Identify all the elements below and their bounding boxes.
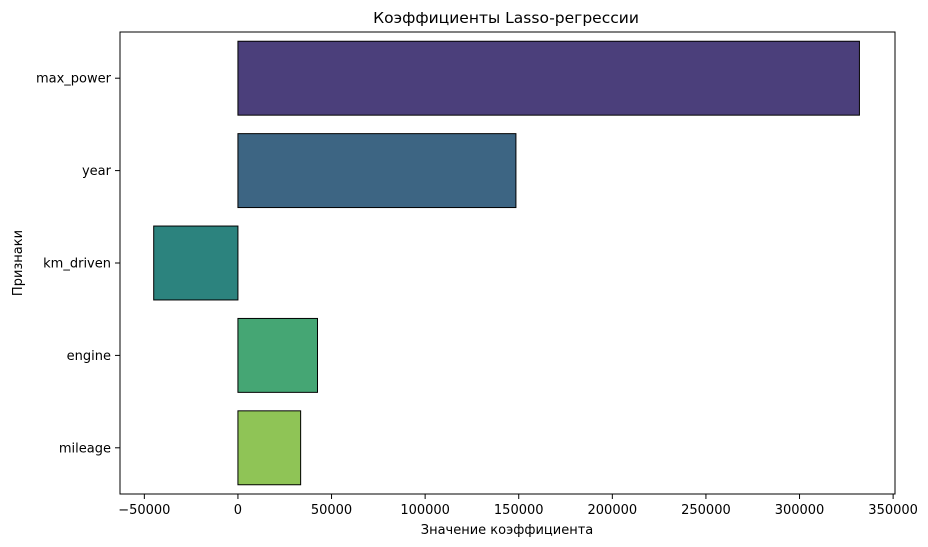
x-tick-label: 300000 [775,503,825,518]
x-axis: −50000 0 50000 100000 150000 200000 250000 3000… [118,494,918,518]
y-tick-label: engine [67,349,111,364]
y-tick-label: km_driven [43,257,111,272]
y-axis-label: Признаки [11,230,26,296]
bar-max-power [237,40,860,116]
bar-year [237,133,517,209]
bar-engine [237,317,318,393]
bar-km-driven [153,225,239,301]
bars-group [153,40,860,486]
y-tick-label: year [82,164,112,179]
x-tick-label: 200000 [588,503,638,518]
x-tick-label: 250000 [681,503,731,518]
x-tick-label: 150000 [494,503,544,518]
x-axis-label: Значение коэффициента [421,523,594,538]
x-tick-label: 50000 [311,503,352,518]
y-tick-label: max_power [36,72,112,87]
x-tick-label: 0 [234,503,242,518]
y-tick-label: mileage [59,441,111,456]
x-tick-label: 350000 [868,503,918,518]
x-tick-label: −50000 [118,503,170,518]
chart-title: Коэффициенты Lasso-регрессии [373,9,639,27]
x-tick-label: 100000 [400,503,450,518]
bar-mileage [237,410,302,486]
